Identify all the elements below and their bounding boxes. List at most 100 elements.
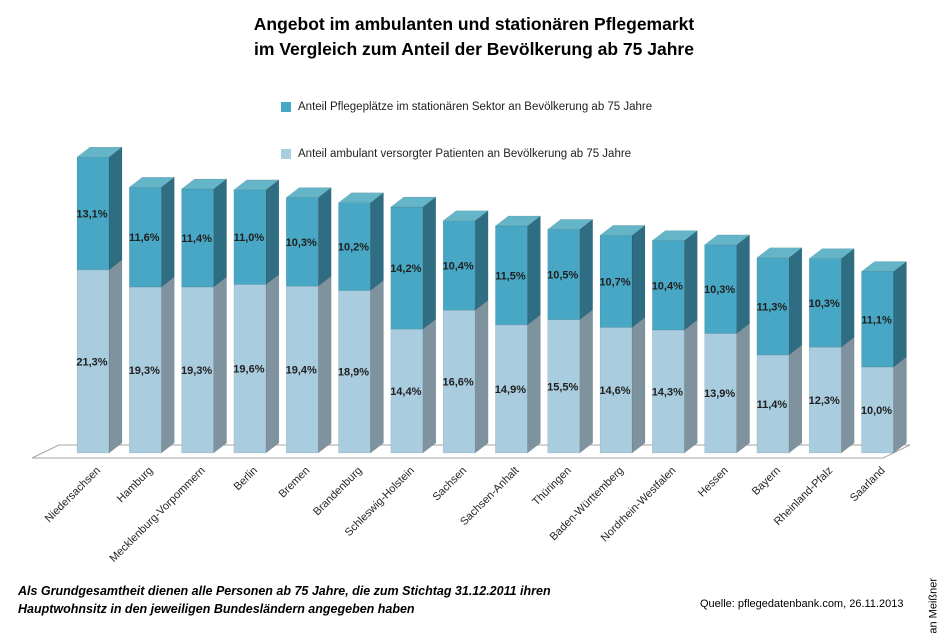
bar-segment-stationaer	[390, 206, 424, 330]
bar-value-label-stationaer: 13,1%	[76, 208, 107, 220]
x-axis-label: Bremen	[277, 465, 313, 501]
bar-value-label-stationaer: 10,4%	[652, 280, 683, 292]
bar-segment-stationaer-side	[840, 248, 855, 348]
bar-segment-ambulant	[129, 286, 162, 454]
bar-segment-stationaer	[181, 188, 214, 288]
legend-swatch-ambulant-icon	[281, 149, 291, 159]
chart-footnote: Als Grundgesamtheit dienen alle Personen…	[18, 584, 551, 616]
x-axis-label: Hessen	[696, 465, 731, 500]
x-axis-label: Mecklenburg-Vorpommern	[108, 465, 208, 565]
bar-top-face	[808, 248, 855, 259]
bar-segment-stationaer	[129, 187, 162, 288]
bar-top-face	[233, 179, 280, 191]
x-axis-label: Bayern	[750, 465, 783, 498]
bar-value-label-ambulant: 14,6%	[599, 385, 630, 397]
bar-segment-stationaer	[338, 202, 371, 291]
bar-segment-ambulant	[495, 324, 528, 454]
bar-segment-stationaer	[233, 189, 267, 285]
bar-segment-stationaer-side	[370, 192, 384, 291]
bar-value-label-stationaer: 11,1%	[861, 314, 892, 326]
chart-title-line2: im Vergleich zum Anteil der Bevölkerung …	[254, 39, 694, 60]
x-axis-label: Thüringen	[530, 465, 574, 509]
bar-segment-ambulant-side	[893, 356, 907, 454]
bar-segment-stationaer-side	[265, 179, 280, 285]
bar-segment-ambulant-side	[579, 309, 593, 454]
bar-top-face	[860, 261, 908, 272]
bar-value-label-stationaer: 10,5%	[547, 270, 578, 282]
bar-segment-stationaer	[808, 258, 842, 348]
bar-segment-ambulant	[861, 366, 894, 454]
bar-value-label-stationaer: 11,4%	[181, 233, 212, 245]
bar-segment-ambulant-side	[736, 322, 750, 454]
bar-segment-ambulant-side	[788, 344, 803, 454]
bar-value-label-ambulant: 19,4%	[286, 365, 317, 377]
bar-value-label-ambulant: 21,3%	[76, 356, 107, 368]
bar-segment-ambulant-side	[265, 273, 280, 454]
bar-value-label-ambulant: 19,3%	[181, 365, 212, 377]
bar-segment-stationaer	[495, 225, 528, 326]
bar-segment-stationaer	[861, 271, 894, 368]
bar-top-face	[756, 247, 803, 259]
bar-segment-stationaer-side	[527, 215, 541, 326]
bar-segment-ambulant	[808, 346, 842, 454]
bar-segment-stationaer	[652, 240, 685, 331]
bar-segment-stationaer-side	[893, 261, 907, 368]
chart-title-line1: Angebot im ambulanten und stationären Pf…	[253, 14, 695, 34]
bar-segment-stationaer-side	[684, 230, 698, 331]
bar-segment-stationaer	[599, 235, 633, 328]
legend-item-ambulant: Anteil ambulant versorgter Patienten an …	[281, 148, 631, 160]
bar-top-face	[494, 215, 542, 227]
bar-segment-stationaer-side	[579, 218, 593, 321]
bar-value-label-ambulant: 13,9%	[704, 388, 735, 400]
bar-segment-stationaer	[285, 197, 319, 287]
bar-value-label-ambulant: 19,3%	[129, 365, 160, 377]
bar-top-face	[76, 146, 123, 158]
bar-value-label-stationaer: 11,3%	[757, 301, 788, 313]
bar-segment-ambulant	[756, 354, 790, 454]
bar-top-face	[599, 225, 646, 236]
bar-value-label-stationaer: 10,7%	[599, 276, 630, 288]
bar-segment-ambulant	[390, 328, 424, 454]
bar-top-face	[128, 177, 176, 188]
bar-segment-ambulant-side	[161, 276, 175, 454]
bar-top-face	[180, 178, 228, 190]
bar-value-label-stationaer: 10,4%	[442, 261, 473, 273]
author-note: Autor: Sebastian Meißner	[928, 578, 940, 633]
bar-segment-ambulant-side	[840, 336, 855, 454]
bar-segment-stationaer-side	[422, 196, 437, 330]
bar-segment-ambulant-side	[684, 319, 698, 454]
bar-value-label-ambulant: 15,5%	[547, 381, 578, 393]
bar-segment-ambulant	[704, 333, 737, 454]
legend-label-ambulant: Anteil ambulant versorgter Patienten an …	[298, 148, 632, 160]
bar-value-label-ambulant: 10,0%	[861, 405, 892, 417]
bar-segment-ambulant-side	[527, 314, 541, 454]
bar-segment-ambulant-side	[213, 276, 227, 454]
bar-value-label-stationaer: 11,5%	[495, 270, 526, 282]
bar-segment-ambulant	[652, 329, 685, 454]
bar-segment-stationaer-side	[474, 210, 489, 311]
bar-value-label-stationaer: 10,3%	[286, 237, 317, 249]
legend-item-stationaer: Anteil Pflegeplätze im stationären Sekto…	[281, 101, 652, 113]
bar-segment-ambulant	[285, 285, 319, 454]
x-axis-label: Brandenburg	[311, 465, 364, 518]
bar-segment-ambulant-side	[474, 299, 489, 454]
bar-value-label-ambulant: 18,9%	[338, 367, 369, 379]
x-axis-label: Saarland	[848, 465, 888, 505]
bar-segment-ambulant	[442, 309, 476, 454]
bar-value-label-stationaer: 10,3%	[704, 284, 735, 296]
x-axis-label: Berlin	[232, 465, 260, 493]
bar-value-label-ambulant: 19,6%	[233, 364, 264, 376]
bar-segment-stationaer-side	[161, 176, 175, 288]
x-axis-label: Niedersachsen	[43, 465, 103, 525]
bar-top-face	[651, 230, 699, 241]
bar-segment-stationaer	[442, 220, 476, 311]
bar-segment-ambulant-side	[631, 316, 646, 454]
legend-label-stationaer: Anteil Pflegeplätze im stationären Sekto…	[298, 101, 653, 113]
bar-value-label-ambulant: 14,4%	[390, 386, 421, 398]
bar-segment-stationaer-side	[317, 187, 332, 287]
bar-segment-stationaer	[76, 156, 110, 271]
bar-value-label-stationaer: 14,2%	[390, 263, 421, 275]
bar-segment-stationaer-side	[788, 247, 803, 356]
